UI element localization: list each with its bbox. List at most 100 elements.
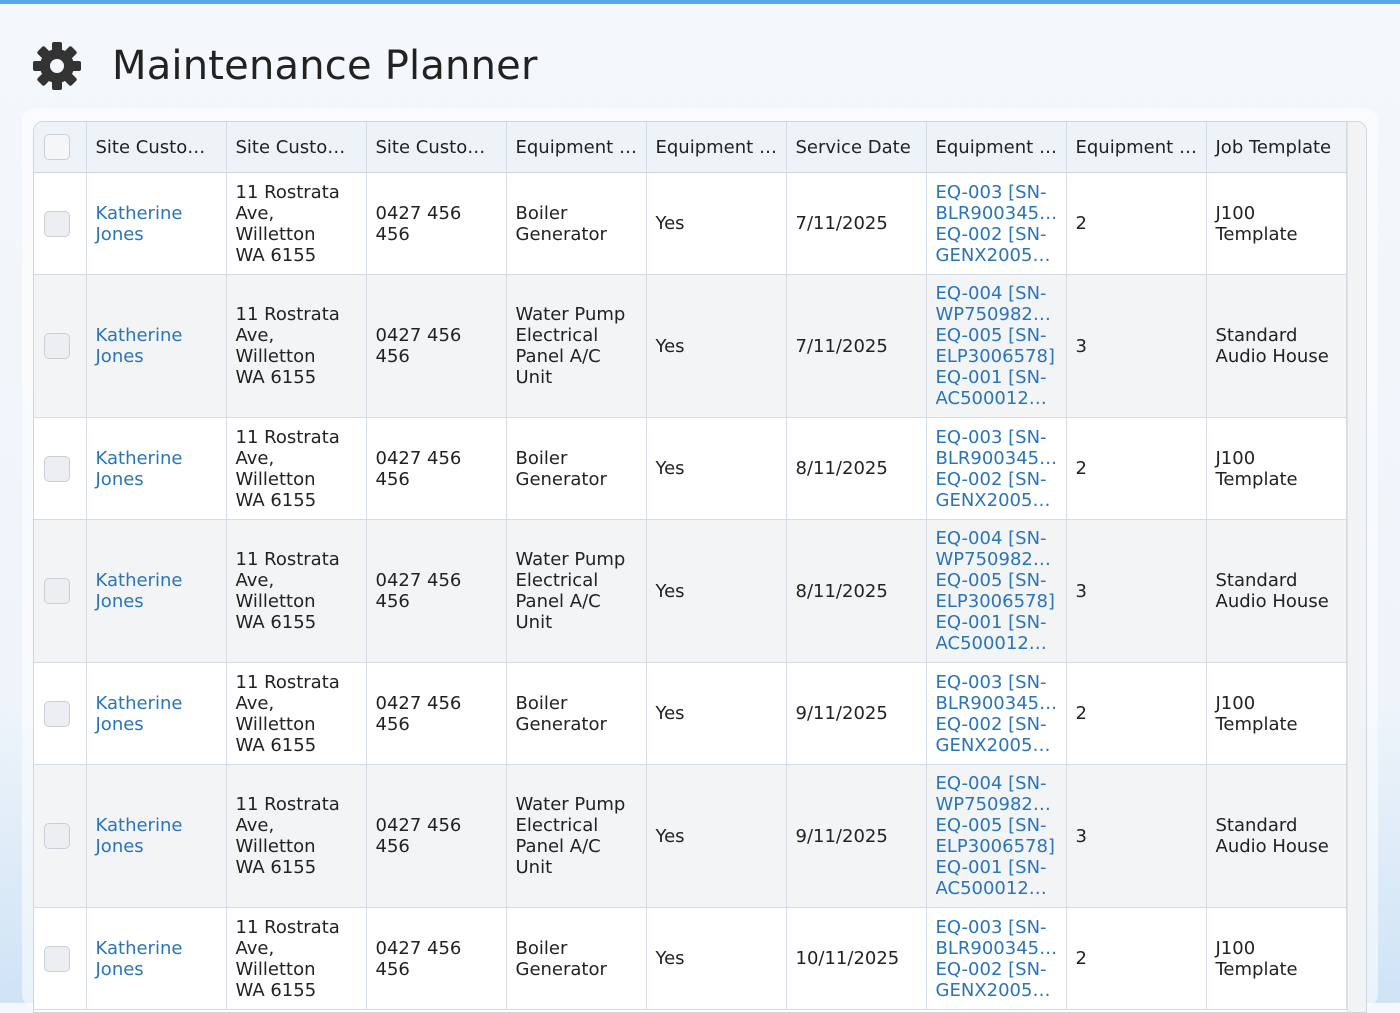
cell-line: Katherine <box>95 570 183 591</box>
cell-line: EQ-001 [SN- <box>935 612 1047 633</box>
customer-name-cell[interactable]: Katherine Jones <box>86 172 227 275</box>
table-row[interactable]: Katherine Jones 11 Rostrata Ave, Willetton W… <box>34 519 1347 663</box>
column-header[interactable]: Site Custome... <box>366 122 507 173</box>
table-row[interactable]: Katherine Jones 11 Rostrata Ave, Willetton W… <box>34 274 1347 418</box>
column-header[interactable]: Equipment T... <box>926 122 1067 173</box>
column-header[interactable]: Site Custome... <box>86 122 227 173</box>
column-header[interactable]: Equipment Ty... <box>506 122 647 173</box>
cell-line: AC50001234] <box>935 878 1058 899</box>
equipment-tags-link[interactable]: EQ-003 [SN- BLR9003456] EQ-002 [SN- GENX200… <box>927 672 1066 756</box>
row-checkbox[interactable] <box>44 455 70 482</box>
customer-name-link[interactable]: Katherine Jones <box>87 325 226 367</box>
cell-line: WP7509823... <box>935 794 1058 815</box>
table-row[interactable]: Katherine Jones 11 Rostrata Ave, Willetton W… <box>34 764 1347 908</box>
equipment-tags-link[interactable]: EQ-003 [SN- BLR9003456] EQ-002 [SN- GENX200… <box>927 427 1066 511</box>
equipment-type-cell: Water Pump Electrical Panel A/C Unit <box>506 274 647 418</box>
column-header[interactable]: Site Custome... <box>226 122 367 173</box>
table-row[interactable]: Katherine Jones 11 Rostrata Ave, Willetton W… <box>34 662 1347 765</box>
row-checkbox[interactable] <box>44 210 70 237</box>
data-grid: Site Custome... Site Custome... Site Cus… <box>33 121 1367 1013</box>
phone-text: 0427 456 456 <box>375 570 462 612</box>
job-template-cell: J100 Template <box>1206 907 1347 1010</box>
customer-name-link[interactable]: Katherine Jones <box>87 203 226 245</box>
equipment-tags-link[interactable]: EQ-004 [SN- WP7509823... EQ-005 [SN- ELP300… <box>927 773 1066 899</box>
select-all-cell[interactable] <box>34 122 87 173</box>
equipment-tags-link[interactable]: EQ-004 [SN- WP7509823... EQ-005 [SN- ELP300… <box>927 528 1066 654</box>
cell-line: 11 Rostrata <box>235 426 340 448</box>
equipment-tags-cell[interactable]: EQ-004 [SN- WP7509823... EQ-005 [SN- ELP300… <box>926 274 1067 418</box>
row-select-cell[interactable] <box>34 417 87 520</box>
table-row[interactable]: Katherine Jones 11 Rostrata Ave, Willetton W… <box>34 417 1347 520</box>
cell-line: BLR9003456] <box>935 937 1058 959</box>
select-all-checkbox[interactable] <box>44 134 70 160</box>
equipment-tags-link[interactable]: EQ-003 [SN- BLR9003456] EQ-002 [SN- GENX200… <box>927 182 1066 266</box>
customer-name-cell[interactable]: Katherine Jones <box>86 662 227 765</box>
row-select-cell[interactable] <box>34 662 87 765</box>
row-select-cell[interactable] <box>34 519 87 663</box>
customer-name-cell[interactable]: Katherine Jones <box>86 907 227 1010</box>
equipment-g-cell: Yes <box>646 274 787 418</box>
column-header[interactable]: Job Template <box>1206 122 1347 173</box>
cell-line: Audio House <box>1215 346 1329 367</box>
cell-line: Water Pump <box>515 549 626 570</box>
cell-line: WP7509823... <box>935 304 1058 325</box>
customer-name-link[interactable]: Katherine Jones <box>87 693 226 735</box>
equipment-tags-link[interactable]: EQ-003 [SN- BLR9003456] EQ-002 [SN- GENX200… <box>927 917 1066 1001</box>
equipment-tags-cell[interactable]: EQ-003 [SN- BLR9003456] EQ-002 [SN- GENX200… <box>926 662 1067 765</box>
job-template-cell: J100 Template <box>1206 417 1347 520</box>
equipment-count-text: 2 <box>1075 458 1087 479</box>
equipment-count-text: 2 <box>1075 703 1087 724</box>
equipment-tags-cell[interactable]: EQ-004 [SN- WP7509823... EQ-005 [SN- ELP300… <box>926 764 1067 908</box>
row-select-cell[interactable] <box>34 764 87 908</box>
cell-line: 11 Rostrata <box>235 181 340 203</box>
equipment-tags-cell[interactable]: EQ-003 [SN- BLR9003456] EQ-002 [SN- GENX200… <box>926 417 1067 520</box>
vertical-scrollbar[interactable] <box>1347 122 1366 1012</box>
row-select-cell[interactable] <box>34 274 87 418</box>
cell-line: Panel A/C <box>515 346 601 367</box>
customer-name-link[interactable]: Katherine Jones <box>87 448 226 490</box>
cell-line: Katherine <box>95 325 183 346</box>
cell-line: Jones <box>95 468 144 490</box>
equipment-tags-cell[interactable]: EQ-003 [SN- BLR9003456] EQ-002 [SN- GENX200… <box>926 172 1067 275</box>
cell-line: WA 6155 <box>235 979 317 1001</box>
customer-name-link[interactable]: Katherine Jones <box>87 570 226 612</box>
service-date-text: 8/11/2025 <box>795 458 888 479</box>
customer-name-cell[interactable]: Katherine Jones <box>86 519 227 663</box>
customer-name-cell[interactable]: Katherine Jones <box>86 417 227 520</box>
cell-line: J100 <box>1215 937 1256 959</box>
cell-line: WA 6155 <box>235 734 317 756</box>
customer-name-cell[interactable]: Katherine Jones <box>86 764 227 908</box>
equipment-count-cell: 2 <box>1066 172 1207 275</box>
equipment-g-text: Yes <box>655 580 685 602</box>
customer-name-cell[interactable]: Katherine Jones <box>86 274 227 418</box>
equipment-tags-cell[interactable]: EQ-004 [SN- WP7509823... EQ-005 [SN- ELP300… <box>926 519 1067 663</box>
row-checkbox[interactable] <box>44 823 70 849</box>
cell-line: EQ-002 [SN- <box>935 223 1047 245</box>
table-row[interactable]: Katherine Jones 11 Rostrata Ave, Willetton W… <box>34 172 1347 275</box>
cell-line: EQ-001 [SN- <box>935 367 1047 388</box>
row-checkbox[interactable] <box>44 333 70 359</box>
row-checkbox[interactable] <box>44 578 70 604</box>
customer-name-link[interactable]: Katherine Jones <box>87 938 226 980</box>
cell-line: Jones <box>95 958 144 980</box>
equipment-tags-link[interactable]: EQ-004 [SN- WP7509823... EQ-005 [SN- ELP300… <box>927 283 1066 409</box>
equipment-g-text: Yes <box>655 703 685 724</box>
cell-line: EQ-004 [SN- <box>935 773 1047 794</box>
cell-line: Standard <box>1215 325 1298 346</box>
table-row[interactable]: Katherine Jones 11 Rostrata Ave, Willetton W… <box>34 907 1347 1010</box>
cell-line: Ave, Willetton <box>235 202 316 245</box>
column-header[interactable]: Service Date <box>786 122 927 173</box>
row-checkbox[interactable] <box>44 700 70 727</box>
phone-cell: 0427 456 456 <box>366 907 507 1010</box>
address-cell: 11 Rostrata Ave, Willetton WA 6155 <box>226 274 367 418</box>
row-checkbox[interactable] <box>44 945 70 972</box>
equipment-g-cell: Yes <box>646 907 787 1010</box>
row-select-cell[interactable] <box>34 172 87 275</box>
gear-icon[interactable] <box>30 39 84 93</box>
column-header[interactable]: Equipment C... <box>1066 122 1207 173</box>
cell-line: Template <box>1215 223 1298 245</box>
customer-name-link[interactable]: Katherine Jones <box>87 815 226 857</box>
row-select-cell[interactable] <box>34 907 87 1010</box>
equipment-tags-cell[interactable]: EQ-003 [SN- BLR9003456] EQ-002 [SN- GENX200… <box>926 907 1067 1010</box>
column-header[interactable]: Equipment G... <box>646 122 787 173</box>
